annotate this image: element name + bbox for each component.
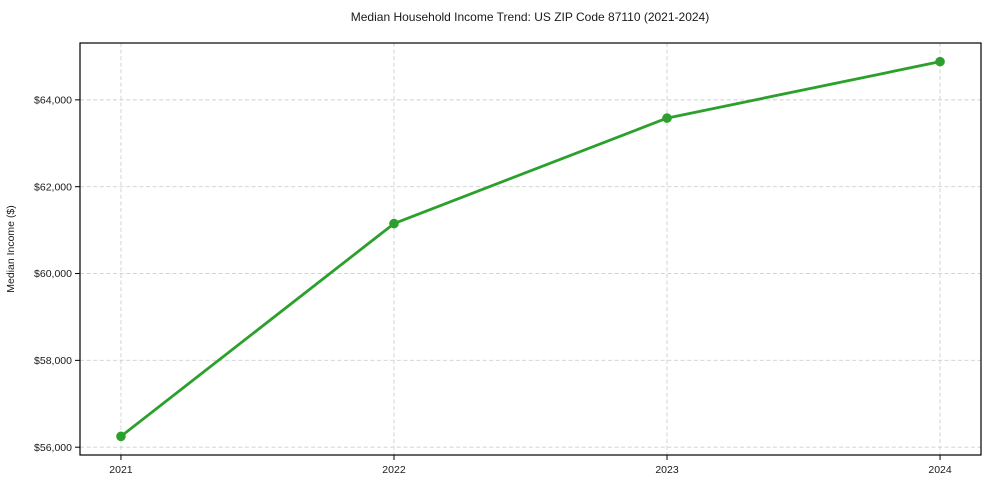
y-tick-label: $56,000	[34, 442, 72, 454]
x-tick-label: 2023	[655, 464, 679, 476]
trend-line-series	[116, 56, 945, 442]
chart-title: Median Household Income Trend: US ZIP Co…	[351, 10, 709, 24]
x-tick-label: 2024	[928, 464, 952, 476]
data-point-marker	[116, 431, 126, 442]
axes: $56,000 $58,000 $60,000 $62,000 $64,000 2021 2…	[34, 42, 982, 476]
x-tick-label: 2022	[382, 464, 406, 476]
gridlines	[80, 43, 981, 455]
y-tick-label: $64,000	[34, 95, 72, 107]
plot-border	[79, 42, 982, 456]
y-tick-label: $62,000	[34, 181, 72, 193]
y-axis-label: Median Income ($)	[5, 205, 17, 293]
trend-line-path	[119, 60, 942, 438]
data-point-marker	[662, 113, 672, 123]
data-point-marker	[389, 218, 399, 229]
data-point-marker	[935, 56, 945, 67]
y-tick-label: $60,000	[34, 268, 72, 280]
y-tick-label: $58,000	[34, 355, 72, 367]
x-tick-label: 2021	[109, 464, 133, 476]
